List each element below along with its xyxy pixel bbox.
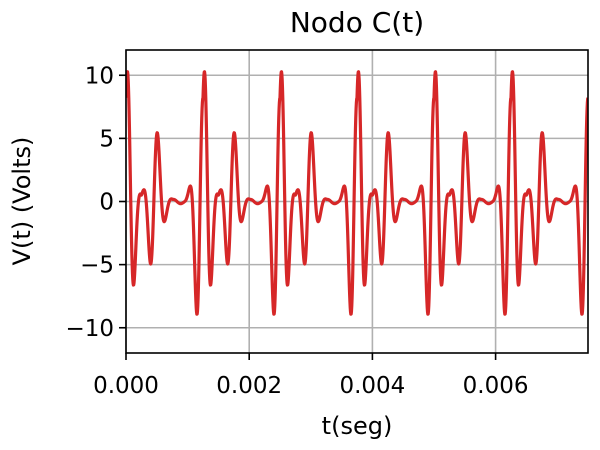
x-axis-label: t(seg) xyxy=(322,412,393,440)
y-axis-label: V(t) (Volts) xyxy=(8,137,36,266)
series-line xyxy=(126,70,588,316)
x-tick-label: 0.002 xyxy=(216,373,282,399)
y-tick-label: 0 xyxy=(99,190,114,216)
x-axis: 0.000 0.002 0.004 0.006 xyxy=(93,353,529,399)
y-tick-label: −5 xyxy=(80,253,114,279)
y-tick-label: 5 xyxy=(99,126,114,152)
x-tick-label: 0.000 xyxy=(93,373,159,399)
y-tick-label: −10 xyxy=(65,316,114,342)
chart-title: Nodo C(t) xyxy=(290,6,424,39)
y-axis: 10 5 0 −5 −10 xyxy=(65,63,126,342)
y-tick-label: 10 xyxy=(85,63,114,89)
x-tick-label: 0.006 xyxy=(463,373,529,399)
x-tick-label: 0.004 xyxy=(339,373,405,399)
